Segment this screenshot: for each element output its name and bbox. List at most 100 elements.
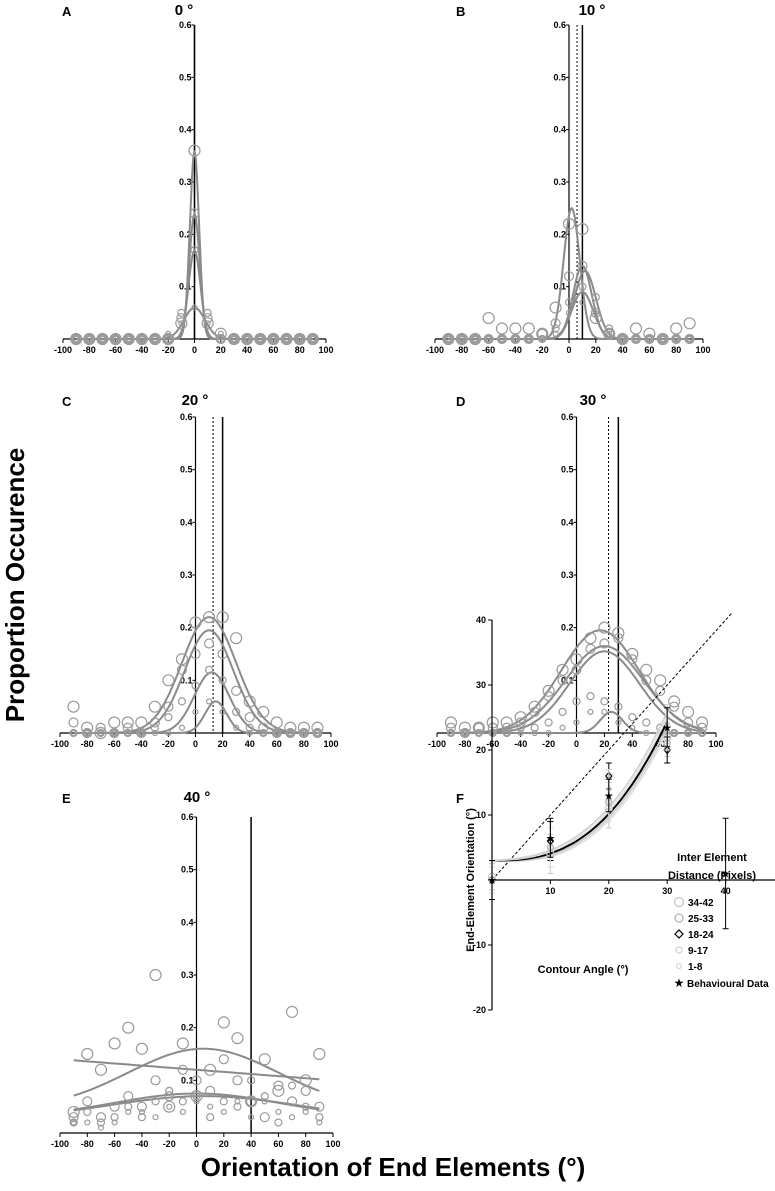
x-tick-label: -40 [135, 345, 148, 355]
data-point [512, 335, 519, 343]
data-point [457, 334, 466, 344]
data-point [670, 322, 683, 335]
x-tick-label: 80 [301, 1139, 311, 1149]
y-tick-label: 0.2 [561, 623, 574, 633]
data-point [256, 334, 265, 344]
x-tick-label: 60 [268, 345, 278, 355]
data-point [282, 334, 291, 344]
x-tick-label: -40 [514, 739, 527, 749]
data-point [150, 1075, 161, 1086]
data-point [176, 1037, 189, 1050]
data-point [136, 727, 147, 739]
panel-title: 0 ° [175, 2, 194, 19]
data-point [285, 727, 296, 739]
data-point [482, 311, 495, 325]
data-point [227, 332, 241, 346]
data-point [166, 1103, 173, 1110]
data-point [162, 674, 175, 687]
data-point [306, 332, 319, 346]
data-point [523, 333, 534, 345]
data-point [655, 685, 666, 696]
data-point [461, 729, 468, 737]
x-tick-label: 20 [219, 1139, 229, 1149]
data-point [232, 707, 241, 717]
x-tick-label: 20 [604, 886, 614, 896]
data-point [246, 1096, 257, 1107]
data-point [70, 729, 77, 737]
data-point [300, 729, 307, 737]
y-tick-label: 0.1 [180, 675, 193, 685]
behavioural-marker: ★ [487, 875, 497, 887]
data-point [681, 705, 695, 719]
data-point [280, 332, 293, 346]
data-point [214, 327, 227, 340]
panel-label: A [62, 4, 72, 19]
x-tick-label: 40 [246, 1139, 256, 1149]
data-point [302, 1108, 309, 1116]
y-tick-label: 0.2 [181, 1023, 194, 1033]
x-tick-label: 40 [618, 345, 628, 355]
data-point [272, 728, 281, 738]
data-point [271, 727, 282, 739]
data-point [576, 223, 589, 236]
data-point [164, 1091, 175, 1102]
data-point [108, 716, 121, 729]
data-point [592, 309, 599, 316]
data-point [509, 322, 522, 335]
data-point [97, 333, 108, 345]
data-point [138, 1108, 145, 1116]
data-point [641, 675, 652, 686]
data-point [84, 333, 95, 345]
data-point [206, 1113, 215, 1122]
data-point [273, 1080, 284, 1091]
data-point [121, 716, 134, 729]
data-point [123, 1091, 134, 1102]
data-point [243, 695, 256, 708]
data-point [246, 729, 253, 737]
x-tick-label: -100 [426, 345, 444, 355]
data-point [110, 1113, 119, 1122]
data-point [698, 729, 706, 737]
data-point [207, 1103, 214, 1110]
data-point [217, 648, 228, 660]
data-point [299, 728, 308, 738]
legend-marker [673, 896, 685, 908]
y-tick-label: -20 [473, 1005, 486, 1015]
data-point [315, 1113, 324, 1122]
data-point [473, 722, 484, 733]
data-point [218, 676, 227, 685]
panel-a: A 0 ° -100 -80 -60 -40 -20 0 20 40 60 80 100 0.1 0.2 0.… [54, 2, 334, 355]
data-point [218, 1054, 229, 1065]
x-tick-label: 20 [591, 345, 601, 355]
data-point [86, 335, 93, 343]
data-point [671, 333, 682, 345]
y-tick-label: 0.2 [179, 229, 192, 239]
data-point [673, 335, 680, 343]
legend-marker [674, 929, 684, 939]
data-point [281, 333, 292, 345]
data-point [254, 332, 267, 346]
data-point [484, 334, 493, 344]
data-point [112, 335, 119, 343]
data-point [219, 708, 226, 716]
data-point [125, 335, 132, 343]
data-point [696, 722, 708, 733]
y-tick-label: 0.1 [179, 282, 192, 292]
fit-curve [76, 306, 313, 340]
data-point [630, 333, 642, 345]
data-point [659, 335, 666, 343]
data-point [551, 324, 560, 333]
data-point [287, 1081, 297, 1090]
data-point [124, 1102, 133, 1111]
data-point [474, 728, 483, 738]
x-tick-label: 100 [318, 345, 333, 355]
data-point [603, 327, 616, 340]
x-tick-label: 40 [627, 739, 637, 749]
data-point [71, 333, 82, 345]
behavioural-marker: ★ [604, 791, 614, 803]
data-point [192, 708, 199, 716]
data-point [204, 320, 211, 327]
data-point [191, 681, 200, 690]
data-point [270, 335, 277, 343]
y-tick-label: 0.3 [561, 570, 574, 580]
